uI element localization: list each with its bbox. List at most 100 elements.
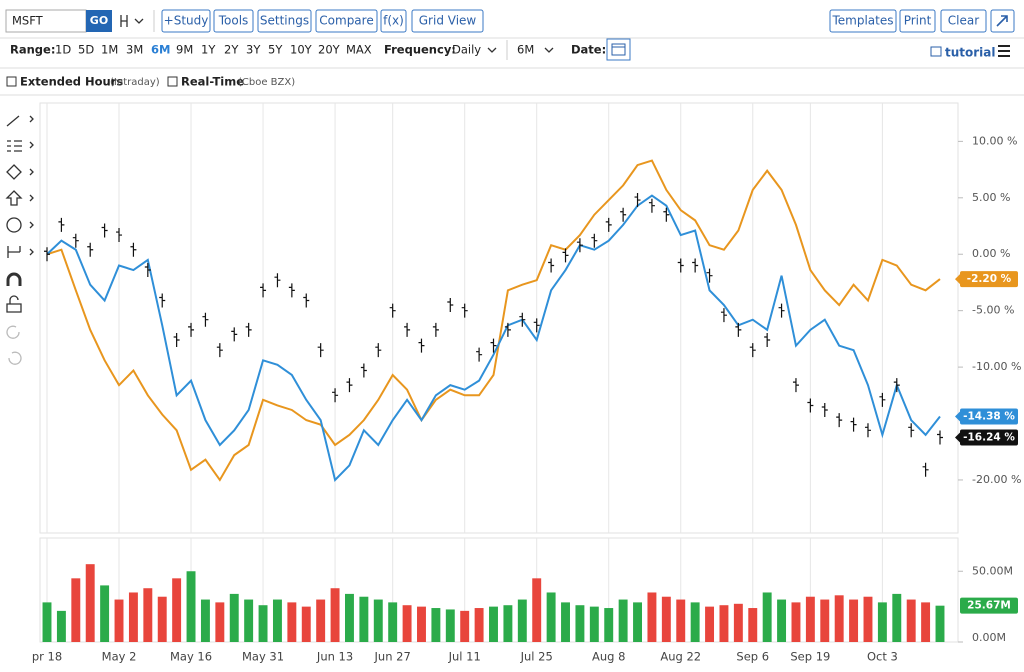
toolbar-button[interactable]: Compare	[315, 9, 378, 33]
toolbar-button[interactable]: Clear	[940, 9, 987, 33]
lock-tool[interactable]	[6, 295, 22, 313]
chevron	[29, 221, 34, 229]
real-time: Real-Time	[181, 75, 244, 89]
calendar-button[interactable]	[606, 38, 631, 61]
range-option[interactable]: 20Y	[318, 43, 341, 57]
volume-bar	[805, 596, 815, 642]
expand-button[interactable]	[990, 9, 1015, 33]
range-option[interactable]: 2Y	[224, 43, 239, 57]
range-option[interactable]: 3M	[126, 43, 143, 57]
volume-bar	[777, 599, 787, 642]
y-tick-label: -10.00 %	[972, 360, 1021, 373]
frequency-label: Frequency:	[384, 43, 456, 57]
toolbar-button[interactable]: Print	[899, 9, 936, 33]
x-tick-label: Jun 13	[316, 650, 353, 664]
toolbar-button[interactable]: Tools	[213, 9, 254, 33]
volume-bar	[431, 608, 441, 642]
volume-bar	[345, 593, 354, 642]
price-bar	[101, 223, 108, 238]
menu-icon[interactable]	[998, 45, 1010, 57]
range-option[interactable]: 1D	[55, 43, 71, 57]
range-option[interactable]: MAX	[346, 43, 372, 57]
range-option[interactable]: 10Y	[290, 43, 313, 57]
price-bar	[821, 402, 828, 417]
volume-bar	[849, 599, 859, 642]
real-time-note: (Cboe BZX)	[238, 77, 295, 88]
x-tick-label: Sep 6	[736, 650, 769, 664]
text-tool[interactable]	[6, 217, 22, 233]
price-bar	[864, 423, 871, 438]
range-label: Range:	[10, 43, 55, 57]
button-frame	[829, 9, 897, 33]
x-tick-label: Oct 3	[867, 650, 898, 664]
volume-bar	[935, 605, 945, 642]
price-bar	[461, 303, 468, 318]
price-bar	[360, 363, 367, 378]
price-bar	[144, 263, 151, 278]
price-bar	[533, 318, 540, 333]
volume-bar	[229, 593, 239, 642]
price-bar	[476, 347, 483, 362]
price-bar	[850, 417, 857, 432]
x-tick-label: Jul 25	[520, 650, 553, 664]
shape-tool[interactable]	[6, 164, 34, 180]
range-option[interactable]: 3Y	[246, 43, 261, 57]
x-tick-label: May 16	[170, 650, 212, 664]
price-bar	[663, 207, 670, 222]
price-bar	[231, 327, 238, 342]
price-panel	[39, 102, 959, 534]
price-bar	[922, 462, 929, 477]
button-frame	[257, 9, 312, 33]
last-value-badge	[960, 429, 1018, 446]
price-bar	[720, 308, 727, 323]
toolbar-button[interactable]: +Study	[161, 9, 211, 33]
price-bar	[216, 343, 223, 358]
volume-bar	[330, 588, 340, 642]
volume-bar	[215, 602, 225, 642]
volume-bar	[445, 609, 455, 642]
toolbar-button[interactable]: Templates	[829, 9, 897, 33]
volume-bar	[921, 602, 931, 642]
measure-tool[interactable]	[7, 246, 34, 258]
tutorial-link[interactable]: tutorial	[945, 46, 996, 60]
x-tick-label: Sep 19	[790, 650, 830, 664]
chevron	[487, 47, 497, 53]
volume-bar	[575, 605, 585, 642]
button-label: Templates	[831, 14, 893, 28]
volume-bar	[589, 606, 599, 642]
range-option[interactable]: 9M	[176, 43, 193, 57]
price-bar	[346, 378, 353, 393]
go-button[interactable]	[86, 10, 112, 32]
range-option[interactable]: 1Y	[201, 43, 216, 57]
range-option[interactable]: 5Y	[268, 43, 283, 57]
checkbox[interactable]	[6, 76, 17, 87]
price-bar	[44, 247, 50, 262]
badge-pointer	[955, 432, 960, 443]
range-option[interactable]: 1M	[101, 43, 118, 57]
undo[interactable]	[6, 325, 20, 339]
volume-bar	[561, 602, 570, 642]
line-tool[interactable]	[6, 115, 34, 127]
price-bar	[202, 312, 209, 327]
toolbar-button[interactable]: Settings	[257, 9, 312, 33]
toolbar-button[interactable]: Grid View	[411, 9, 484, 33]
magnet-tool[interactable]	[6, 272, 22, 286]
arrow-tool[interactable]	[5, 190, 34, 206]
range-option[interactable]: 6M	[151, 43, 170, 57]
extended-hours: Extended Hours	[20, 75, 123, 89]
toolbar-button[interactable]: f(x)	[380, 9, 407, 33]
range-option[interactable]: 5D	[78, 43, 94, 57]
price-bar	[591, 233, 598, 248]
y-tick-label: 0.00M	[972, 631, 1006, 644]
volume-bar	[647, 592, 657, 642]
period[interactable]: 6M	[517, 43, 534, 57]
checkbox[interactable]	[167, 76, 178, 87]
frequency[interactable]: Daily	[452, 43, 481, 57]
chart-type-icon[interactable]	[120, 15, 144, 27]
fib-tool[interactable]	[7, 140, 34, 152]
price-bar	[735, 322, 742, 337]
price-bar	[58, 217, 65, 232]
volume-bar	[532, 578, 542, 642]
redo[interactable]	[8, 351, 22, 365]
volume-bar	[301, 606, 311, 642]
